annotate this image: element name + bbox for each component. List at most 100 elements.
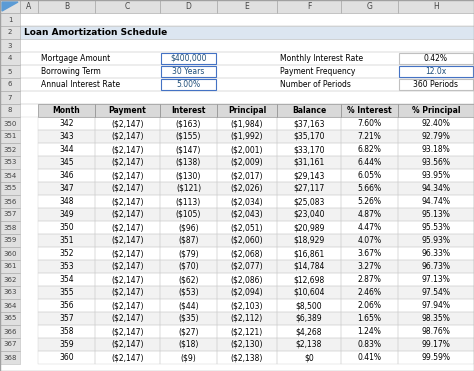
Bar [398,351,474,364]
Bar [277,221,341,234]
Bar [217,0,277,13]
Text: 352: 352 [59,249,74,258]
Bar [20,52,474,65]
Bar [160,299,217,312]
Text: F: F [307,2,311,11]
Bar [398,0,474,13]
Text: 357: 357 [3,211,17,217]
Bar [20,26,474,39]
Bar [95,104,160,117]
Bar [0,182,20,195]
Bar [0,221,20,234]
Bar [398,273,474,286]
Text: 366: 366 [3,328,17,335]
Text: G: G [366,2,373,11]
Bar [341,117,398,130]
Bar [217,182,277,195]
Text: 356: 356 [59,301,74,310]
Text: ($62): ($62) [178,275,199,284]
Text: Payment: Payment [109,106,146,115]
Bar [38,221,95,234]
Text: ($121): ($121) [176,184,201,193]
Text: ($2,147): ($2,147) [111,158,144,167]
Bar [0,39,20,52]
Bar [399,66,473,77]
Bar [160,234,217,247]
Bar [0,156,20,169]
Bar [277,156,341,169]
Bar [277,273,341,286]
Bar [398,130,474,143]
Bar [277,247,341,260]
Bar [277,338,341,351]
Bar [217,208,277,221]
Bar [341,260,398,273]
Bar [398,325,474,338]
Bar [0,208,20,221]
Bar [95,351,160,364]
Bar [277,286,341,299]
Text: 30 Years: 30 Years [173,67,205,76]
Bar [20,13,474,26]
Bar [95,130,160,143]
Text: 351: 351 [3,134,17,139]
Bar [341,169,398,182]
Text: 354: 354 [59,275,74,284]
Bar [38,299,95,312]
Bar [95,299,160,312]
Bar [398,286,474,299]
Bar [38,273,95,286]
Text: 1.24%: 1.24% [357,327,382,336]
Text: 3: 3 [8,43,12,49]
Bar [0,169,20,182]
Bar [341,351,398,364]
Bar [217,247,277,260]
Bar [95,169,160,182]
Text: $8,500: $8,500 [296,301,322,310]
Text: 358: 358 [3,224,17,230]
Text: ($1,984): ($1,984) [231,119,263,128]
Bar [217,130,277,143]
Bar [95,143,160,156]
Bar [38,325,95,338]
Text: $23,040: $23,040 [293,210,325,219]
Text: 360: 360 [3,250,17,256]
Bar [217,325,277,338]
Bar [95,325,160,338]
Bar [38,299,95,312]
Bar [217,338,277,351]
Bar [0,247,20,260]
Text: 343: 343 [59,132,74,141]
Text: 12.0x: 12.0x [425,67,447,76]
Bar [160,0,217,13]
Bar [277,195,341,208]
Bar [38,338,95,351]
Text: 99.59%: 99.59% [421,353,450,362]
Bar [217,156,277,169]
Text: 2.46%: 2.46% [357,288,382,297]
Text: Interest: Interest [171,106,206,115]
Text: ($2,034): ($2,034) [231,197,264,206]
Text: ($2,147): ($2,147) [111,223,144,232]
Bar [217,273,277,286]
Bar [160,130,217,143]
Text: ($2,094): ($2,094) [231,288,264,297]
Text: % Interest: % Interest [347,106,392,115]
Bar [398,208,474,221]
Bar [398,234,474,247]
Bar [38,195,95,208]
Bar [160,104,217,117]
Bar [277,117,341,130]
Bar [0,260,20,273]
Bar [398,182,474,195]
Bar [277,169,341,182]
Bar [160,299,217,312]
Bar [20,78,474,91]
Text: $6,389: $6,389 [296,314,322,323]
Text: 0.42%: 0.42% [424,54,448,63]
Text: $35,170: $35,170 [293,132,325,141]
Text: 98.76%: 98.76% [421,327,450,336]
Bar [341,117,398,130]
Bar [277,221,341,234]
Bar [160,221,217,234]
